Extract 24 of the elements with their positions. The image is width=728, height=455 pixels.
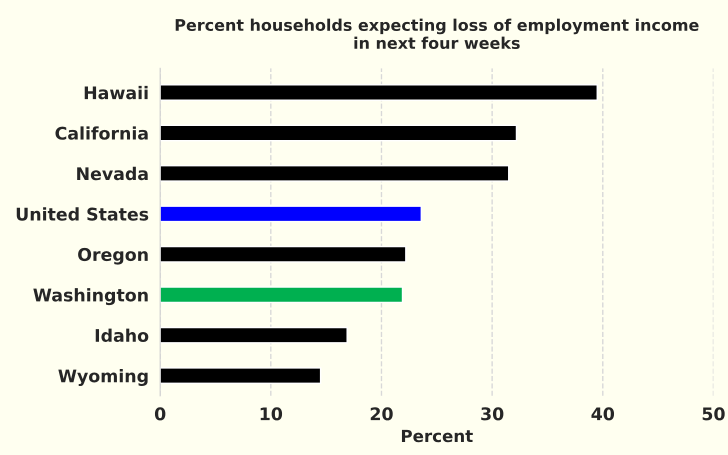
- y-tick-label: Oregon: [78, 248, 148, 265]
- y-tick-label: United States: [16, 207, 148, 221]
- bar: [160, 205, 422, 222]
- bar: [160, 124, 518, 142]
- x-tick-label: 20: [370, 407, 393, 420]
- bar: [160, 84, 598, 101]
- x-tick-label: 50: [702, 407, 725, 420]
- bar: [160, 165, 510, 182]
- x-tick-label: 30: [481, 407, 504, 420]
- chart-title: Percent households expecting loss of employment income in next four weeks: [176, 18, 699, 50]
- x-tick-label: 0: [154, 407, 166, 420]
- bar: [160, 246, 407, 263]
- y-tick-label: Wyoming: [58, 369, 148, 386]
- bar: [160, 326, 348, 344]
- y-tick-label: Idaho: [96, 328, 148, 342]
- y-tick-label: Nevada: [77, 166, 148, 180]
- bar: [160, 367, 322, 384]
- x-axis-title: Percent: [402, 430, 473, 442]
- bar: [160, 286, 404, 304]
- y-tick-label: Hawaii: [84, 86, 148, 100]
- x-tick-label: 40: [591, 407, 614, 420]
- y-tick-label: California: [55, 126, 148, 140]
- x-tick-label: 10: [260, 407, 282, 420]
- y-tick-label: Washington: [33, 288, 148, 306]
